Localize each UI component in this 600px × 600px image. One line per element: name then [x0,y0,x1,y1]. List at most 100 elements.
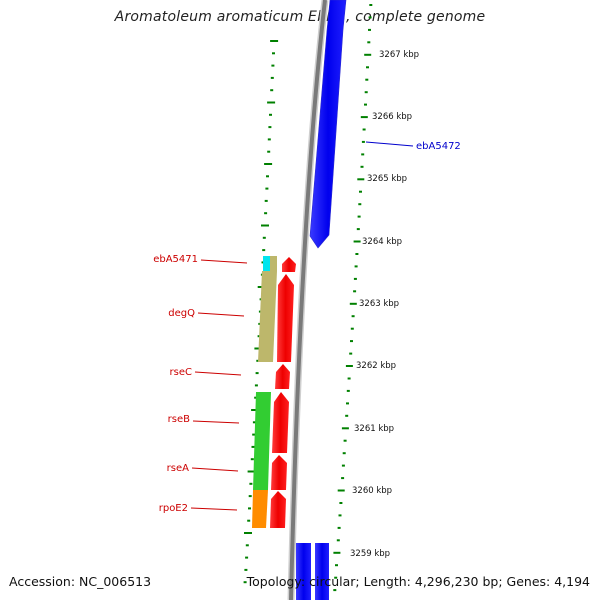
gene-ebA5471-arrow[interactable] [282,257,296,272]
cog-block-rpoE2[interactable] [252,490,268,528]
kbp-label: 3266 kbp [372,112,412,122]
right-track-tick [360,165,364,168]
right-track-tick [364,53,372,56]
right-track-tick [345,414,349,417]
right-track-tick [361,153,365,156]
left-track-dash [257,335,261,338]
right-track-tick [336,539,340,542]
right-track-tick [337,526,341,529]
right-track-tick [353,277,357,280]
left-track-dash [255,372,259,375]
left-track-dash [254,347,263,350]
gene-degQ-arrow[interactable] [277,274,294,362]
right-track-tick [346,389,350,392]
right-track-tick [335,564,338,567]
left-track-dash [267,101,276,104]
left-track-dash [270,40,279,42]
kbp-label: 3267 kbp [379,50,419,60]
kbp-label: 3260 kbp [352,486,392,496]
right-track-tick [366,66,369,69]
kbp-label: 3261 kbp [354,424,394,434]
left-track-dash [252,421,256,424]
forward-gene-bottom-2[interactable] [315,543,329,600]
accession-text: Accession: NC_006513 [9,574,152,589]
right-track-tick [361,140,365,143]
left-track-dash [270,76,274,79]
cog-block-ebA5471[interactable] [263,256,271,271]
right-track-tick [342,452,346,455]
kbp-label: 3259 kbp [350,549,390,559]
gene-label-rseC[interactable]: rseC [170,367,192,378]
right-track-tick [357,215,361,218]
right-track-tick [354,265,358,268]
right-track-tick [341,464,345,467]
forward-strand-genes [296,0,347,600]
callout-line-rseC [194,371,242,376]
right-track-tick [359,190,362,193]
callout-line-ebA5472 [365,141,414,147]
left-track-dash [252,433,256,436]
right-track-tick [368,16,372,19]
right-track-tick [337,489,345,492]
right-track-tick [355,253,359,255]
gene-label-rpoE2[interactable]: rpoE2 [159,503,188,514]
right-track-tick [334,576,338,579]
gene-rseB-arrow[interactable] [272,392,289,453]
gene-label-ebA5472[interactable]: ebA5472 [416,141,461,152]
left-track-dash [250,458,254,461]
right-track-tick [357,178,365,181]
left-track-dash [251,409,260,411]
gene-label-callouts: ebA5472 ebA5471 degQ rseC rseB rseA rpoE… [153,141,461,514]
left-track-dash [272,52,275,55]
right-track-tick [339,502,343,504]
gene-ebA5472-arrow[interactable] [309,0,347,249]
left-track-dash [262,249,266,252]
left-track-dash [262,236,266,239]
right-track-tick [341,477,345,480]
gene-rpoE2-arrow[interactable] [270,491,286,528]
gene-rseA-arrow[interactable] [271,455,287,490]
callout-line-rseA [191,467,239,472]
gene-rseC-arrow[interactable] [275,364,290,389]
left-track-dash [254,396,258,399]
kbp-label: 3262 kbp [356,361,396,371]
left-track-dash [245,544,249,547]
left-track-dash [266,175,269,178]
left-track-dash [264,163,273,165]
left-track-dash [261,224,269,227]
left-track-dash [268,126,272,129]
cog-block-degQ[interactable] [258,271,277,362]
right-track-tick [360,116,368,119]
gene-label-ebA5471[interactable]: ebA5471 [153,254,198,265]
reverse-strand-genes [270,257,296,528]
right-track-tick [349,352,353,355]
right-track-tick [351,315,355,318]
genome-backbone-core [289,0,327,600]
gene-label-rseA[interactable]: rseA [167,463,189,474]
gene-label-degQ[interactable]: degQ [168,308,195,319]
left-track-dash [267,150,271,153]
right-track-tick [350,327,354,330]
map-title: Aromatoleum aromaticum EbN1, complete ge… [114,9,486,25]
gene-label-rseB[interactable]: rseB [168,414,190,425]
cog-block-rseB[interactable] [253,392,271,490]
right-track-tick [365,78,369,81]
right-track-tick [349,302,357,305]
left-track-dash [243,581,247,584]
cog-block-ebA5471-tan[interactable] [270,256,277,271]
right-track-tick [364,91,368,94]
left-track-dash [264,199,268,202]
left-track-dash [244,532,252,534]
callout-line-ebA5471 [200,259,248,264]
right-track-tick [368,28,371,31]
right-track-tick [356,228,360,231]
forward-gene-bottom-1[interactable] [296,543,311,600]
right-track-tick [353,240,361,243]
left-track-dash [248,495,252,498]
right-track-tick [347,377,351,380]
callout-line-rpoE2 [190,507,238,511]
right-track-tick [369,4,373,6]
callout-line-degQ [197,312,245,317]
left-track-dash [245,556,249,559]
